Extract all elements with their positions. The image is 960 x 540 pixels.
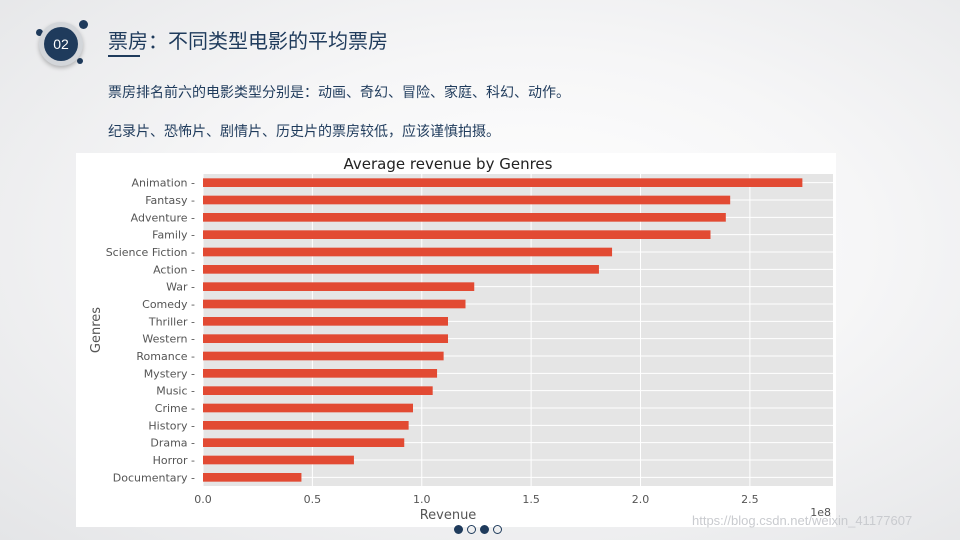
x-axis-label: Revenue [420,508,477,523]
bar-thriller [203,317,448,326]
section-badge: 02 [33,20,91,68]
category-label: Action - [153,263,195,276]
bar-adventure [203,213,726,222]
category-label: Crime - [155,402,195,415]
pager-dot-3[interactable] [480,525,489,534]
bar-animation [203,178,803,187]
summary-paragraph-2: 纪录片、恐怖片、剧情片、历史片的票房较低，应该谨慎拍摄。 [108,124,500,140]
bar-war [203,282,475,291]
bar-crime [203,403,413,413]
category-label: Romance - [136,350,195,363]
category-label: Horror - [153,454,195,467]
bar-history [203,421,409,430]
category-label: Drama - [150,437,195,450]
watermark: https://blog.csdn.net/weixin_41177607 [692,513,913,528]
page-title: 票房：不同类型电影的平均票房 [108,29,388,53]
category-label: Western - [142,333,195,346]
x-tick-label: 1.5 [522,493,540,506]
x-offset-label: 1e8 [810,506,831,519]
chart-title: Average revenue by Genres [344,155,553,173]
category-label: Animation - [131,177,195,190]
x-tick-label: 2.0 [632,493,650,506]
y-axis-label: Genres [89,307,104,353]
bar-horror [203,455,354,465]
decor-dot [77,58,83,64]
x-tick-label: 2.5 [741,493,759,506]
category-label: History - [148,419,195,432]
category-label: Fantasy - [145,194,195,207]
chart-panel: Animation - Fantasy - Adventure - Family - S… [76,153,836,527]
category-label: Thriller - [148,315,195,328]
category-label: Mystery - [144,367,195,380]
bar-comedy [203,299,466,309]
x-tick-label: 1.0 [413,493,431,506]
category-label: Family - [152,229,195,242]
x-tick-label: 0.0 [194,493,212,506]
bar-drama [203,438,405,447]
summary-paragraph-1: 票房排名前六的电影类型分别是：动画、奇幻、冒险、家庭、科幻、动作。 [108,85,570,101]
bar-music [203,386,433,395]
category-label: War - [166,281,195,294]
x-tick-label: 0.5 [304,493,322,506]
bar-documentary [203,473,302,482]
bar-action [203,265,599,274]
bar-fantasy [203,195,731,205]
bar-western [203,334,448,343]
bar-romance [203,351,444,361]
pager-dot-4[interactable] [493,525,502,534]
pager-dot-2[interactable] [467,525,476,534]
pager-dot-1[interactable] [454,525,463,534]
decor-dot [36,29,43,36]
bar-science-fiction [203,247,613,257]
category-label: Comedy - [142,298,195,311]
section-number: 02 [44,27,78,61]
category-label: Adventure - [131,211,195,224]
category-label: Documentary - [113,471,195,484]
bar-mystery [203,369,438,378]
title-underline [108,55,140,57]
bar-family [203,230,711,239]
category-label: Science Fiction - [106,246,195,259]
slide-pager [454,525,502,534]
plot-area [203,174,833,486]
decor-dot [79,20,88,29]
revenue-bar-chart: Animation - Fantasy - Adventure - Family - S… [89,155,833,523]
category-label: Music - [156,385,195,398]
